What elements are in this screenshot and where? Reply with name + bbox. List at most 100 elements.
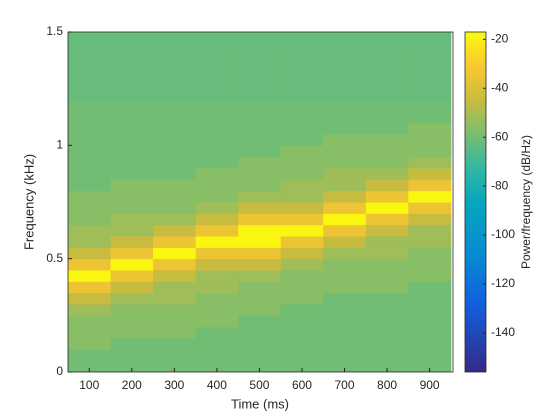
colorbar-tick-label: -120 xyxy=(491,276,515,290)
heat-cell xyxy=(365,349,409,362)
heat-cell xyxy=(365,270,409,282)
heat-cell xyxy=(408,134,452,146)
heat-cell xyxy=(110,338,154,350)
heat-cell xyxy=(408,326,452,339)
heat-cell xyxy=(68,156,112,169)
heat-cell xyxy=(195,292,239,305)
heat-cell xyxy=(280,270,324,282)
heat-cell xyxy=(238,360,282,372)
x-tick-label: 400 xyxy=(207,378,227,392)
heat-cell xyxy=(68,134,112,146)
x-tick-label: 900 xyxy=(420,378,440,392)
heat-cell xyxy=(238,111,282,124)
heat-cell xyxy=(323,315,367,328)
heat-cell xyxy=(408,292,452,305)
heat-cell xyxy=(365,224,409,237)
heat-cell xyxy=(280,224,324,237)
heat-cell xyxy=(280,360,324,372)
heat-cell xyxy=(153,270,197,282)
heat-cell xyxy=(323,281,367,294)
heat-cell xyxy=(323,326,367,339)
heat-cell xyxy=(280,134,324,146)
heat-cell xyxy=(153,190,197,203)
heat-cell xyxy=(365,32,409,44)
heat-cell xyxy=(238,326,282,339)
heat-cell xyxy=(68,54,112,67)
heat-cell xyxy=(238,292,282,305)
heat-cell xyxy=(323,338,367,350)
heat-cell xyxy=(153,281,197,294)
heat-cell xyxy=(408,145,452,158)
heat-cell xyxy=(280,145,324,158)
heat-cell xyxy=(280,247,324,260)
heat-cell xyxy=(68,326,112,339)
heat-cell xyxy=(280,54,324,67)
heat-cell xyxy=(408,43,452,56)
heat-cell xyxy=(280,179,324,192)
heat-cell xyxy=(280,236,324,248)
heat-cell xyxy=(280,100,324,112)
heat-cell xyxy=(110,32,154,44)
heat-cell xyxy=(238,66,282,78)
heat-cell xyxy=(408,349,452,362)
heat-cell xyxy=(408,315,452,328)
x-tick-label: 700 xyxy=(335,378,355,392)
heat-cell xyxy=(110,54,154,67)
heat-cell xyxy=(323,145,367,158)
heat-cell xyxy=(110,122,154,135)
heat-cell xyxy=(68,145,112,158)
heat-cell xyxy=(365,360,409,372)
heat-cell xyxy=(238,304,282,316)
y-tick-label: 0 xyxy=(56,364,63,378)
heat-cell xyxy=(408,247,452,260)
heat-cell xyxy=(408,156,452,169)
heat-cell xyxy=(408,111,452,124)
heat-cell xyxy=(365,292,409,305)
heat-cell xyxy=(238,43,282,56)
y-tick-label: 0.5 xyxy=(46,251,63,265)
heat-cell xyxy=(365,100,409,112)
heat-cell xyxy=(408,88,452,101)
heat-cell xyxy=(195,304,239,316)
heat-cell xyxy=(365,236,409,248)
heat-cell xyxy=(408,304,452,316)
heat-cell xyxy=(110,360,154,372)
heat-cell xyxy=(280,326,324,339)
heat-cell xyxy=(195,281,239,294)
heat-cell xyxy=(365,66,409,78)
heat-cell xyxy=(195,66,239,78)
heat-cell xyxy=(323,43,367,56)
heat-cell xyxy=(195,224,239,237)
heat-cell xyxy=(238,258,282,271)
heat-cell xyxy=(68,43,112,56)
heat-cell xyxy=(110,281,154,294)
heat-cell xyxy=(110,88,154,101)
heat-cell xyxy=(323,213,367,226)
heat-cell xyxy=(365,145,409,158)
colorbar-tick-label: -60 xyxy=(491,129,509,143)
heat-cell xyxy=(195,43,239,56)
heat-cell xyxy=(110,213,154,226)
heat-cell xyxy=(408,54,452,67)
heat-cell xyxy=(238,32,282,44)
heat-cell xyxy=(195,190,239,203)
heat-cell xyxy=(195,88,239,101)
heat-cell xyxy=(365,111,409,124)
heat-cell xyxy=(68,338,112,350)
heat-cell xyxy=(408,281,452,294)
heat-cell xyxy=(68,247,112,260)
heat-cell xyxy=(323,111,367,124)
heat-cell xyxy=(238,338,282,350)
heat-cell xyxy=(323,202,367,214)
heat-cell xyxy=(110,236,154,248)
heat-cell xyxy=(153,77,197,90)
heat-cell xyxy=(408,213,452,226)
heat-cell xyxy=(68,213,112,226)
heat-cell xyxy=(408,190,452,203)
heat-cell xyxy=(195,315,239,328)
heat-cell xyxy=(153,304,197,316)
heat-cell xyxy=(280,349,324,362)
heat-cell xyxy=(323,292,367,305)
heat-cell xyxy=(323,134,367,146)
heat-cell xyxy=(110,304,154,316)
